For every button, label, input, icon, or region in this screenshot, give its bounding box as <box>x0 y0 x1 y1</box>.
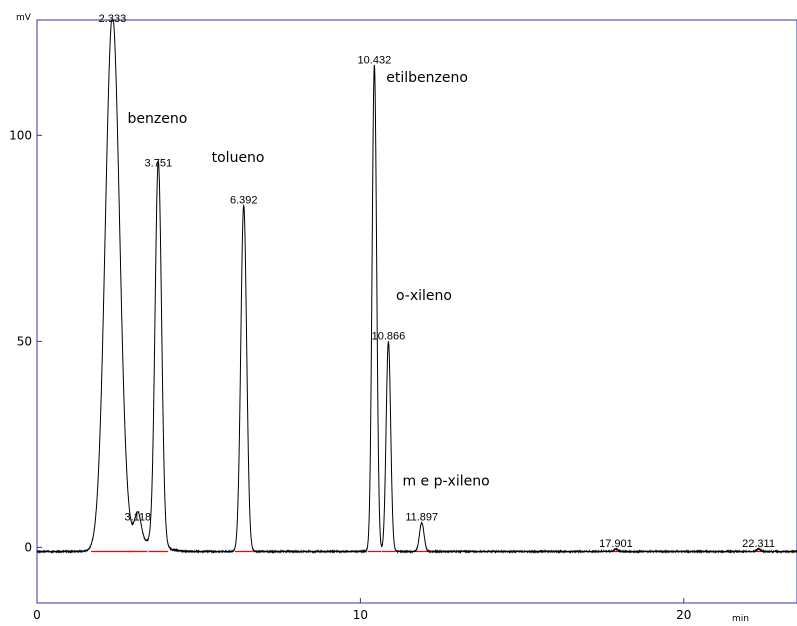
peak-label: 2.333 <box>99 13 127 25</box>
x-tick-label: 10 <box>353 608 368 622</box>
peak-label: 10.866 <box>372 330 406 342</box>
plot-frame <box>36 19 797 604</box>
compound-label: m e p-xileno <box>402 474 489 490</box>
y-tick-label: 0 <box>24 540 32 554</box>
compound-label: benzeno <box>128 111 188 127</box>
peak-label: 3.751 <box>145 157 173 169</box>
chromatogram-trace <box>36 19 797 554</box>
y-tick-label: 100 <box>9 128 32 142</box>
x-tick-label: 0 <box>33 608 41 622</box>
peak-label: 17.901 <box>599 538 633 550</box>
x-tick-label: 20 <box>676 608 691 622</box>
peak-label: 10.432 <box>358 54 392 66</box>
peak-label: 3.118 <box>124 512 151 524</box>
peak-label: 11.897 <box>405 512 438 524</box>
compound-label: etilbenzeno <box>386 70 468 86</box>
y-axis-label: mV <box>16 13 32 23</box>
compound-label: o-xileno <box>396 288 452 304</box>
peak-label: 22.311 <box>742 538 775 550</box>
x-axis-label: min <box>732 614 749 624</box>
peak-label: 6.392 <box>230 194 258 206</box>
y-tick-label: 50 <box>17 334 32 348</box>
compound-label: tolueno <box>212 150 265 166</box>
